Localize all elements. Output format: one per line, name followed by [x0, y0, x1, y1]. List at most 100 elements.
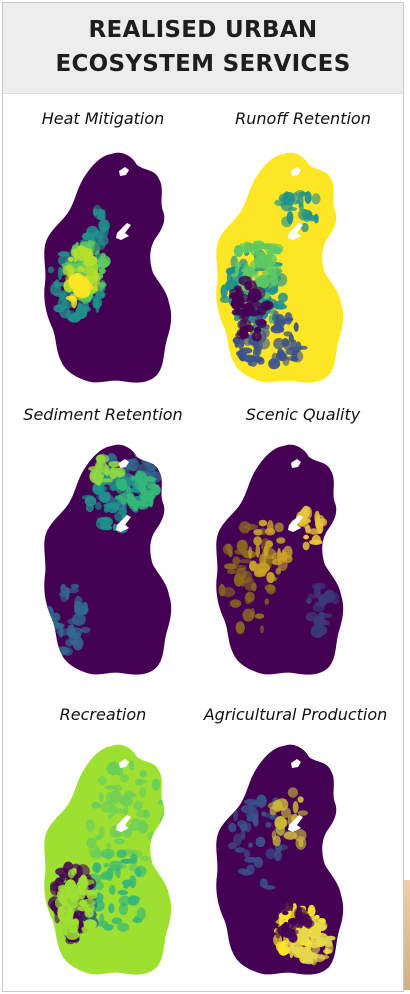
map-patch — [244, 822, 252, 833]
map-patch — [108, 461, 122, 468]
map-patch — [237, 868, 248, 874]
map-patch — [242, 608, 255, 622]
map-patch — [161, 810, 171, 816]
map-patch — [81, 879, 95, 885]
map-patch — [274, 522, 284, 533]
map-patch — [228, 822, 237, 833]
map-patch — [139, 770, 148, 778]
map-patch — [248, 842, 253, 848]
map-patch — [103, 862, 109, 868]
title-line-1: REALISED URBAN — [88, 17, 318, 43]
map-patch — [147, 483, 160, 490]
map-patch — [95, 517, 110, 530]
map-patch — [297, 810, 309, 816]
map-patch — [226, 569, 238, 575]
water-feature — [119, 459, 129, 468]
map-patch — [286, 211, 294, 225]
map-patch — [293, 322, 299, 332]
map-patch — [248, 546, 253, 559]
map-patch — [58, 893, 68, 905]
map-patch — [261, 811, 267, 817]
map-patch — [269, 272, 279, 286]
map-patch — [109, 453, 116, 459]
map-patch — [282, 910, 289, 916]
map-scenic-quality — [209, 441, 349, 681]
map-patch — [62, 647, 73, 656]
map-patch — [104, 785, 118, 790]
map-patch — [98, 482, 103, 496]
map-patch — [288, 333, 294, 343]
map-patch — [236, 350, 244, 357]
map-patch — [256, 319, 267, 329]
map-patch — [291, 350, 304, 363]
map-patch — [65, 929, 80, 940]
map-patch — [266, 249, 274, 261]
map-patch — [260, 625, 264, 634]
map-patch — [309, 539, 323, 545]
map-patch — [272, 247, 283, 255]
map-patch — [270, 911, 279, 922]
map-patch — [317, 922, 326, 931]
map-patch — [233, 833, 242, 847]
map-patch — [295, 341, 302, 353]
map-patch — [259, 568, 267, 577]
map-patch — [130, 853, 138, 865]
map-patch — [109, 884, 116, 895]
map-patch — [56, 628, 70, 636]
map-patch — [265, 848, 277, 859]
map-patch — [276, 537, 286, 544]
map-label-agricultural-production: Agricultural Production — [203, 705, 388, 724]
map-patch — [239, 243, 244, 255]
map-patch — [95, 290, 106, 299]
map-patch — [123, 803, 129, 816]
map-patch — [108, 903, 115, 914]
map-patch — [314, 601, 327, 607]
map-patch — [118, 895, 132, 906]
map-patch — [287, 207, 298, 211]
water-feature — [116, 515, 131, 532]
map-patch — [71, 248, 79, 257]
map-runoff-retention — [209, 149, 349, 389]
map-patch — [138, 820, 149, 834]
map-patch — [221, 587, 236, 598]
map-patch — [90, 849, 104, 859]
map-patch — [239, 521, 251, 534]
map-patch — [251, 356, 264, 363]
map-patch — [237, 293, 250, 303]
map-patch — [269, 806, 277, 816]
map-patch — [219, 296, 231, 303]
map-patch — [126, 493, 133, 507]
map-patch — [61, 914, 73, 926]
map-patch — [77, 245, 86, 252]
map-patch — [139, 786, 147, 798]
map-patch — [258, 519, 268, 527]
map-patch — [115, 865, 121, 879]
map-patch — [84, 909, 94, 918]
map-patch — [118, 794, 131, 800]
map-patch — [97, 281, 107, 288]
map-patch — [157, 800, 164, 805]
map-patch — [297, 796, 304, 803]
map-patch — [81, 606, 89, 613]
map-patch — [103, 503, 117, 509]
map-patch — [67, 922, 77, 934]
map-label-scenic-quality: Scenic Quality — [245, 405, 361, 424]
map-patch — [97, 776, 107, 785]
map-patch — [259, 878, 268, 888]
map-patch — [143, 476, 157, 482]
map-patch — [78, 932, 91, 938]
map-patch — [307, 215, 317, 222]
water-feature — [119, 759, 129, 768]
map-patch — [234, 847, 246, 853]
map-patch — [131, 475, 140, 481]
water-feature — [291, 759, 301, 768]
map-patch — [98, 267, 106, 275]
map-patch — [252, 342, 260, 349]
map-patch — [249, 560, 258, 572]
map-patch — [273, 337, 285, 350]
map-patch — [277, 292, 288, 303]
map-patch — [69, 627, 83, 637]
map-patch — [135, 778, 145, 786]
map-patch — [232, 809, 239, 822]
map-patch — [235, 331, 250, 340]
